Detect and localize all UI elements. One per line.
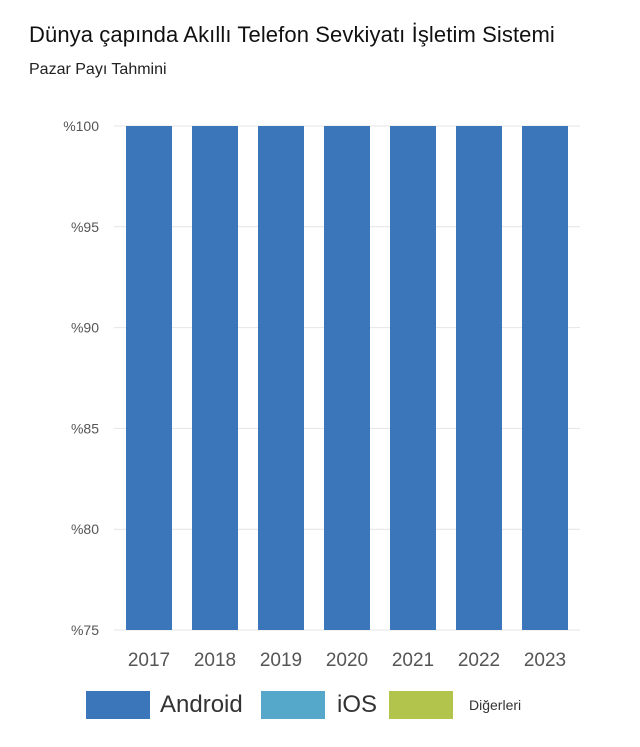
legend-swatch-ios xyxy=(261,691,325,719)
x-tick-label: 2017 xyxy=(128,650,170,671)
y-tick-label: %85 xyxy=(71,420,99,436)
chart-title: Dünya çapında Akıllı Telefon Sevkiyatı İ… xyxy=(29,22,555,47)
legend-swatch-others xyxy=(389,691,453,719)
x-tick-label: 2022 xyxy=(458,650,500,671)
legend-label-android: Android xyxy=(160,691,243,718)
chart-subtitle: Pazar Payı Tahmini xyxy=(29,61,167,78)
x-tick-label: 2018 xyxy=(194,650,236,671)
stacked-bar-chart: %75 %80 %85 %90 %95 %100 2017 2018 2019 2020 2021… xyxy=(63,118,580,671)
y-tick-label: %80 xyxy=(71,521,99,537)
x-tick-label: 2019 xyxy=(260,650,302,671)
bar-android-2018 xyxy=(192,126,238,630)
x-tick-label: 2021 xyxy=(392,650,434,671)
x-tick-label: 2023 xyxy=(524,650,566,671)
legend-swatch-android xyxy=(86,691,150,719)
y-tick-label: %90 xyxy=(71,320,99,336)
legend-item-android: Android xyxy=(86,691,243,719)
legend-item-others: Diğerleri xyxy=(389,691,521,719)
bar-android-2023 xyxy=(522,126,568,630)
y-axis-ticks: %75 %80 %85 %90 %95 %100 xyxy=(63,118,99,638)
legend-label-ios: iOS xyxy=(337,691,378,718)
x-tick-label: 2020 xyxy=(326,650,368,671)
y-tick-label: %100 xyxy=(63,118,99,134)
y-tick-label: %75 xyxy=(71,622,99,638)
x-axis-ticks: 2017 2018 2019 2020 2021 2022 2023 xyxy=(128,650,566,671)
bar-android-2020 xyxy=(324,126,370,630)
bar-android-2021 xyxy=(390,126,436,630)
bar-android-2019 xyxy=(258,126,304,630)
bar-android-2022 xyxy=(456,126,502,630)
y-tick-label: %95 xyxy=(71,219,99,235)
legend-item-ios: iOS xyxy=(261,691,377,719)
bar-android-2017 xyxy=(126,126,172,630)
legend-label-others: Diğerleri xyxy=(469,697,522,713)
bars xyxy=(126,126,568,630)
